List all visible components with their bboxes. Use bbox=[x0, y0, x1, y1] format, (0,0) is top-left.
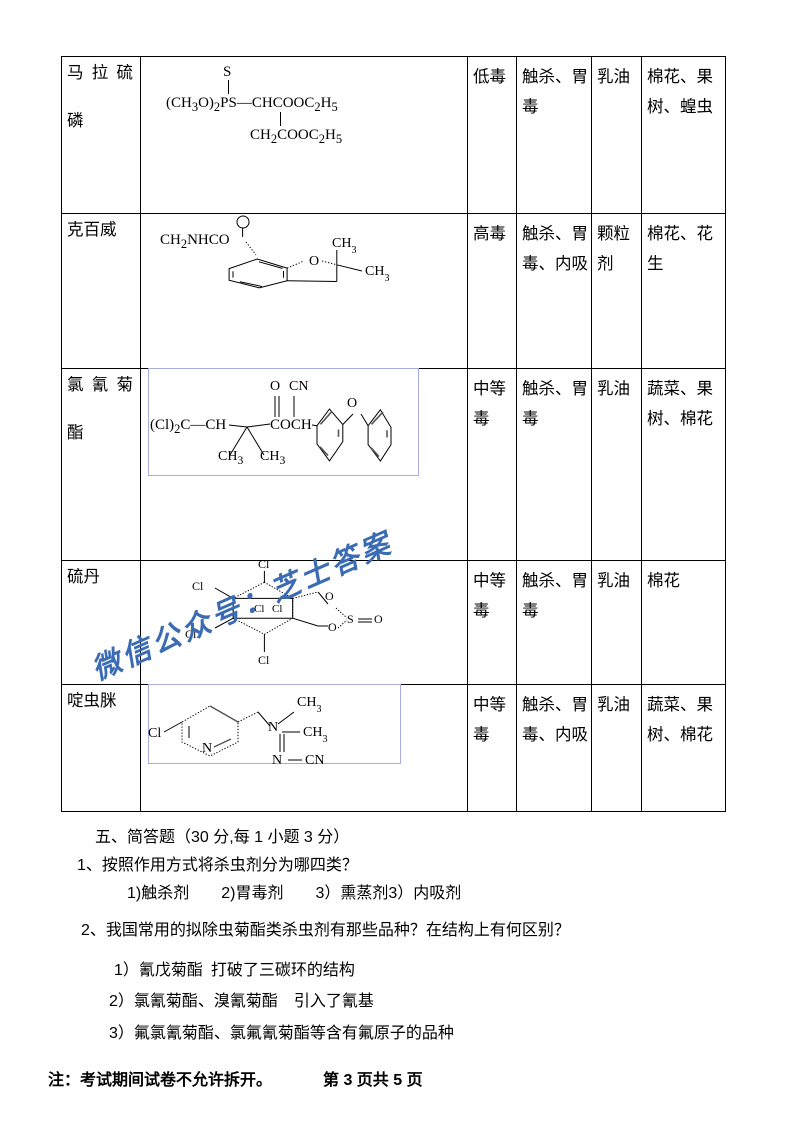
svg-text:O: O bbox=[328, 620, 337, 634]
svg-text:N: N bbox=[202, 741, 212, 756]
svg-text:Cl: Cl bbox=[148, 726, 161, 741]
svg-text:S: S bbox=[347, 612, 354, 626]
svg-text:Cl: Cl bbox=[192, 579, 204, 593]
svg-text:CH3: CH3 bbox=[365, 264, 389, 284]
svg-text:O: O bbox=[309, 254, 319, 269]
svg-text:Cl: Cl bbox=[258, 653, 270, 667]
svg-text:CN: CN bbox=[305, 753, 324, 768]
svg-text:N: N bbox=[272, 753, 282, 768]
svg-text:N: N bbox=[268, 720, 278, 735]
svg-text:CH3: CH3 bbox=[332, 236, 356, 256]
svg-text:CH3: CH3 bbox=[297, 695, 321, 715]
svg-text:O: O bbox=[374, 612, 383, 626]
svg-text:O: O bbox=[347, 396, 357, 411]
svg-text:CH3: CH3 bbox=[303, 725, 327, 745]
